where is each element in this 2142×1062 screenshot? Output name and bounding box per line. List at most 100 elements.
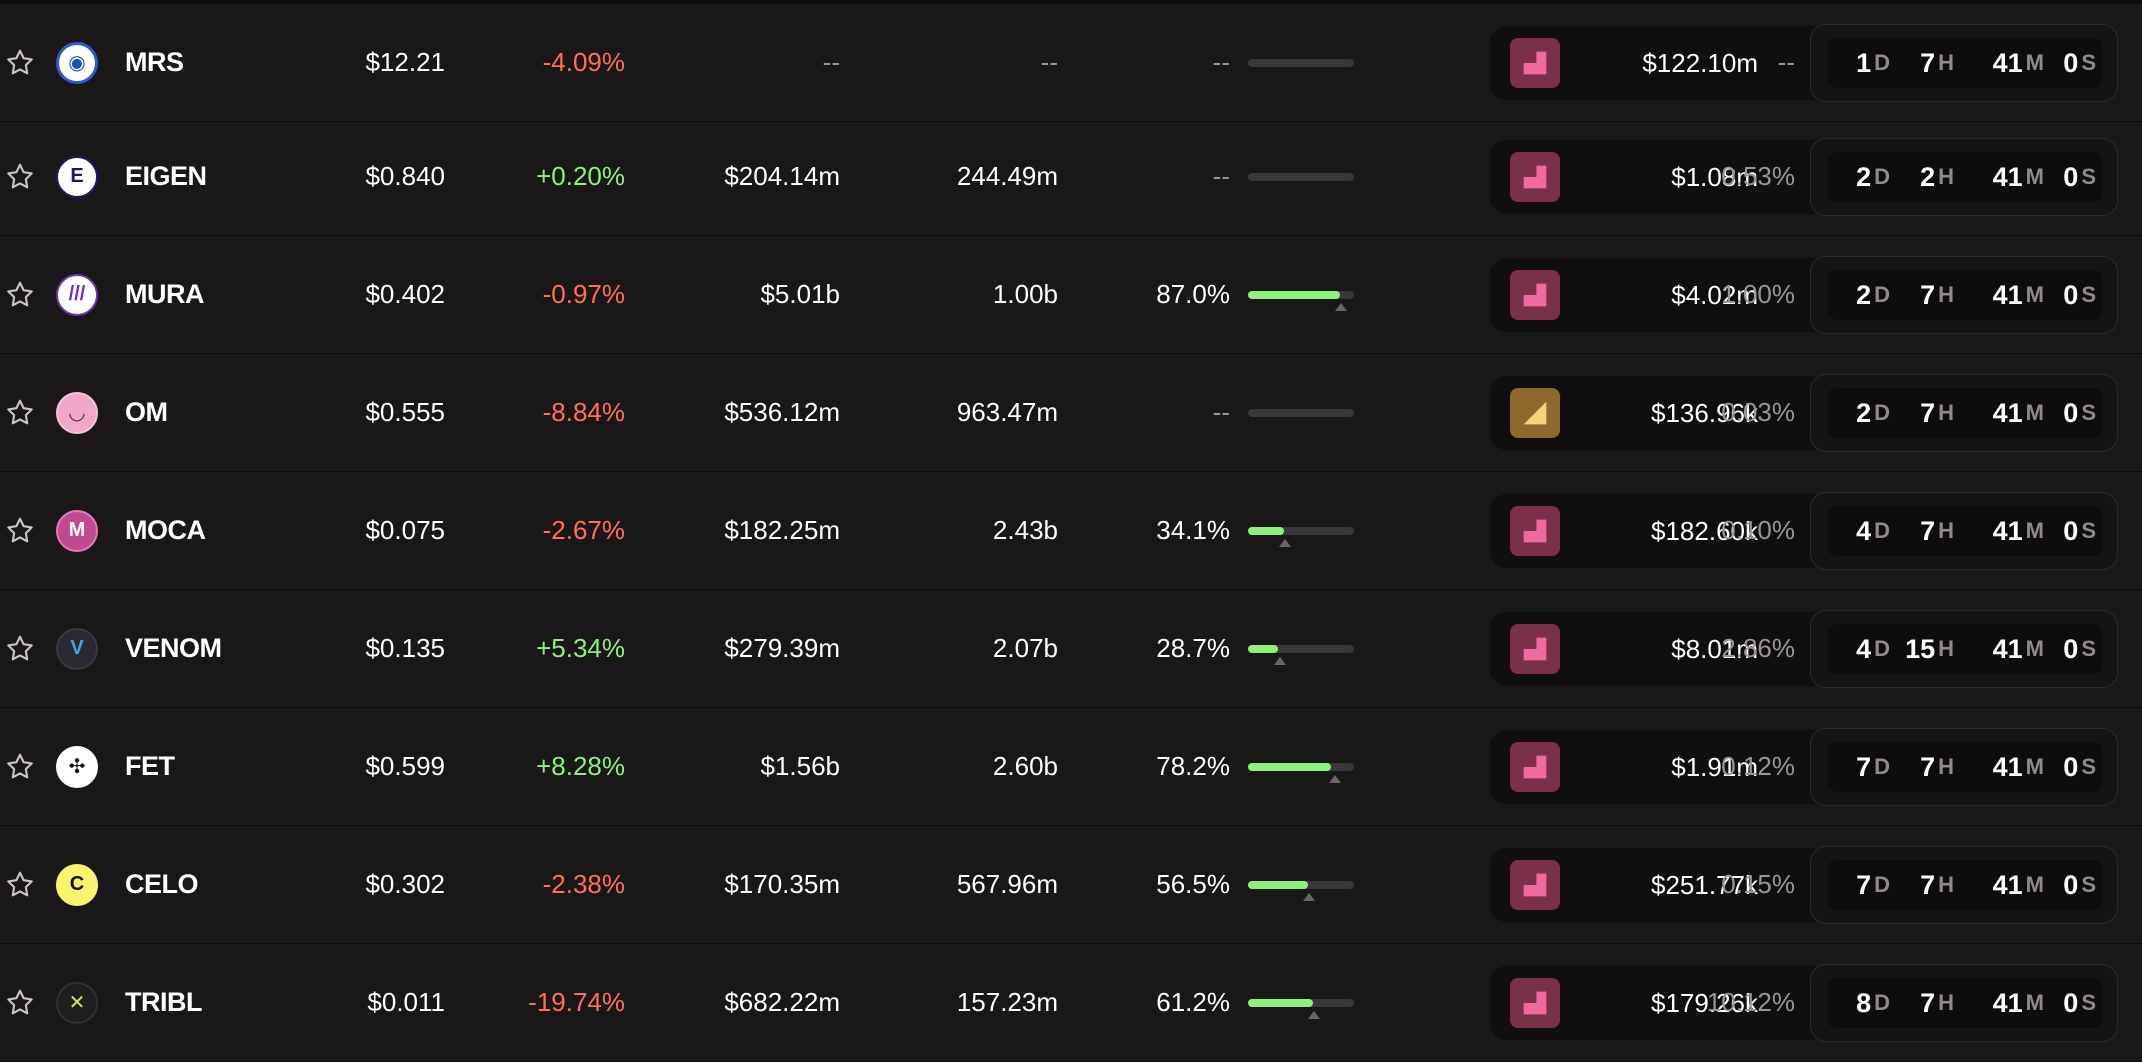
market-cap: $536.12m (724, 397, 840, 427)
table-row[interactable]: /// MURA $0.402 -0.97% $5.01b 1.00b 87.0… (0, 236, 2142, 354)
token-symbol[interactable]: MRS (125, 47, 184, 77)
days-unit: D (1874, 400, 1890, 425)
countdown-minutes: 41 (1992, 47, 2023, 78)
market-cap: $182.25m (724, 515, 840, 545)
favorite-star-icon[interactable] (3, 354, 37, 471)
countdown-days: 8 (1856, 987, 1872, 1018)
next-unlock-panel[interactable]: $251.77k (1490, 848, 1820, 922)
unlock-progress-bar (1248, 354, 1356, 471)
token-symbol[interactable]: CELO (125, 869, 199, 899)
unlock-percent: 78.2% (1156, 751, 1230, 781)
token-symbol[interactable]: MOCA (125, 515, 206, 545)
next-unlock-panel[interactable]: $136.96k (1490, 376, 1820, 450)
circulating-supply: 157.23m (956, 987, 1058, 1017)
next-unlock-panel[interactable]: $179.26k (1490, 966, 1820, 1040)
unlock-percent: 28.7% (1156, 633, 1230, 663)
hours-unit: H (1938, 636, 1954, 661)
unlock-type-icon (1510, 624, 1560, 674)
countdown-hours: 7 (1920, 279, 1936, 310)
unlock-share: 0.12% (1721, 751, 1795, 781)
countdown-hours: 2 (1920, 161, 1936, 192)
countdown-hours: 7 (1920, 751, 1936, 782)
days-unit: D (1874, 636, 1890, 661)
token-price: $0.302 (365, 869, 445, 899)
table-row[interactable]: ◉ MRS $12.21 -4.09% -- -- -- $122.10m --… (0, 0, 2142, 122)
seconds-unit: S (2081, 282, 2096, 307)
favorite-star-icon[interactable] (3, 590, 37, 707)
circulating-supply: 244.49m (956, 161, 1058, 191)
favorite-star-icon[interactable] (3, 944, 37, 1061)
mrs-logo-icon: ◉ (56, 41, 98, 84)
token-price: $0.075 (365, 515, 445, 545)
table-row[interactable]: C CELO $0.302 -2.38% $170.35m 567.96m 56… (0, 826, 2142, 944)
favorite-star-icon[interactable] (3, 236, 37, 353)
circulating-supply: 2.07b (992, 633, 1058, 663)
hours-unit: H (1938, 400, 1954, 425)
favorite-star-icon[interactable] (3, 118, 37, 235)
table-row[interactable]: M MOCA $0.075 -2.67% $182.25m 2.43b 34.1… (0, 472, 2142, 590)
token-symbol[interactable]: MURA (125, 279, 205, 309)
next-unlock-panel[interactable]: $4.02m (1490, 258, 1820, 332)
countdown-minutes: 41 (1992, 633, 2023, 664)
favorite-star-icon[interactable] (3, 826, 37, 943)
countdown-seconds: 0 (2063, 397, 2079, 428)
hours-unit: H (1938, 872, 1954, 897)
unlock-value: $122.10m (1642, 47, 1758, 78)
countdown-days: 4 (1856, 515, 1872, 546)
market-cap: $1.56b (760, 751, 840, 781)
unlock-percent: -- (1212, 161, 1230, 191)
token-symbol[interactable]: OM (125, 397, 168, 427)
hours-unit: H (1938, 518, 1954, 543)
unlock-value: $1.08m (1671, 161, 1758, 192)
unlock-type-icon (1510, 860, 1560, 910)
next-unlock-panel[interactable]: $1.08m (1490, 140, 1820, 214)
unlock-percent: 34.1% (1156, 515, 1230, 545)
days-unit: D (1874, 754, 1890, 779)
favorite-star-icon[interactable] (3, 708, 37, 825)
minutes-unit: M (2025, 754, 2044, 779)
unlock-type-icon (1510, 270, 1560, 320)
table-row[interactable]: ✕ TRIBL $0.011 -19.74% $682.22m 157.23m … (0, 944, 2142, 1062)
days-unit: D (1874, 872, 1890, 897)
countdown-hours: 7 (1920, 869, 1936, 900)
circulating-supply: 567.96m (956, 869, 1058, 899)
tribl-logo-icon: ✕ (56, 981, 98, 1024)
minutes-unit: M (2025, 282, 2044, 307)
token-symbol[interactable]: FET (125, 751, 175, 781)
token-symbol[interactable]: EIGEN (125, 161, 207, 191)
countdown-minutes: 41 (1992, 279, 2023, 310)
countdown-days: 2 (1856, 161, 1872, 192)
unlock-value: $136.96k (1651, 397, 1758, 428)
table-row[interactable]: E EIGEN $0.840 +0.20% $204.14m 244.49m -… (0, 118, 2142, 236)
mura-logo-icon: /// (56, 273, 98, 316)
favorite-star-icon[interactable] (3, 4, 37, 121)
market-cap: $170.35m (724, 869, 840, 899)
unlock-share: 2.86% (1721, 633, 1795, 663)
table-row[interactable]: V VENOM $0.135 +5.34% $279.39m 2.07b 28.… (0, 590, 2142, 708)
favorite-star-icon[interactable] (3, 472, 37, 589)
token-symbol[interactable]: VENOM (125, 633, 222, 663)
next-unlock-panel[interactable]: $182.60k (1490, 494, 1820, 568)
price-change: +0.20% (536, 161, 625, 191)
unlock-progress-bar (1248, 236, 1356, 353)
market-cap: -- (822, 47, 840, 77)
next-unlock-panel[interactable]: $8.01m (1490, 612, 1820, 686)
countdown-seconds: 0 (2063, 47, 2079, 78)
table-row[interactable]: ✣ FET $0.599 +8.28% $1.56b 2.60b 78.2% $… (0, 708, 2142, 826)
table-row[interactable]: ◡ OM $0.555 -8.84% $536.12m 963.47m -- $… (0, 354, 2142, 472)
token-symbol[interactable]: TRIBL (125, 987, 202, 1017)
seconds-unit: S (2081, 400, 2096, 425)
unlock-progress-bar (1248, 118, 1356, 235)
unlock-type-icon (1510, 152, 1560, 202)
minutes-unit: M (2025, 518, 2044, 543)
next-unlock-panel[interactable]: $1.91m (1490, 730, 1820, 804)
unlock-progress-bar (1248, 472, 1356, 589)
unlock-progress-bar (1248, 708, 1356, 825)
countdown-days: 4 (1856, 633, 1872, 664)
hours-unit: H (1938, 282, 1954, 307)
seconds-unit: S (2081, 164, 2096, 189)
next-unlock-panel[interactable]: $122.10m (1490, 26, 1820, 100)
